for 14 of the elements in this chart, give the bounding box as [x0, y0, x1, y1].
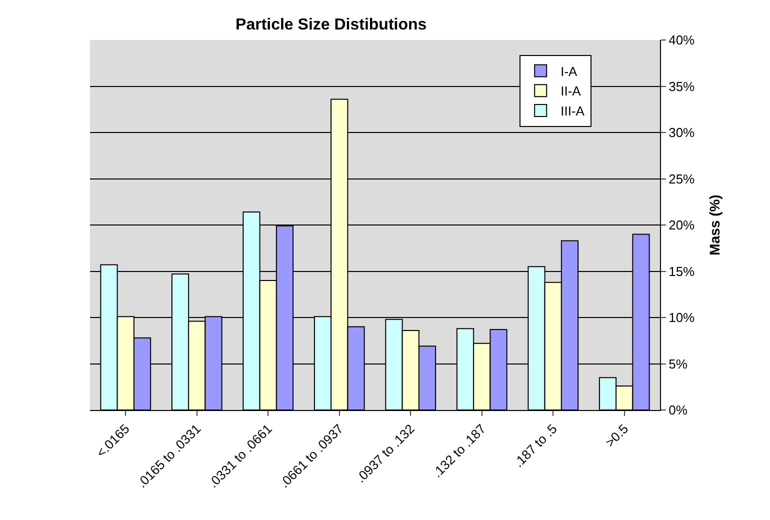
y-axis-title: Mass (%)	[706, 194, 722, 256]
y-tick-label: 10%	[668, 310, 696, 326]
legend-label: I-A	[560, 64, 578, 79]
y-tick-label: 35%	[668, 78, 696, 94]
y-tick-label: 25%	[668, 171, 696, 186]
y-tick-label: 30%	[668, 125, 696, 140]
y-tick-label: 40%	[668, 32, 696, 48]
y-tick-label: 5%	[668, 356, 688, 372]
legend-label: II-A	[560, 84, 582, 99]
y-tick-label: 15%	[668, 264, 696, 279]
y-tick-label: 20%	[668, 218, 696, 233]
y-tick-label: 0%	[668, 402, 688, 418]
legend-label: III-A	[560, 104, 585, 119]
chart-title: Particle Size Distibutions	[236, 16, 427, 34]
